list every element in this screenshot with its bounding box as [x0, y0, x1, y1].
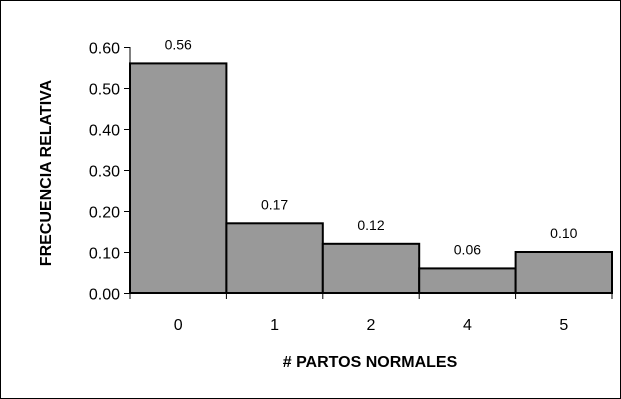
y-axis-title: FRECUENCIA RELATIVA	[38, 79, 55, 266]
y-tick-label: 0.60	[89, 41, 120, 58]
data-label: 0.06	[454, 241, 481, 257]
bars	[129, 62, 613, 295]
bar	[514, 251, 613, 294]
x-tick-label: 0	[174, 317, 183, 334]
data-labels: 0.56 0.17 0.12 0.06 0.10	[165, 36, 578, 257]
data-label: 0.10	[550, 225, 577, 241]
x-axis: 0 1 2 4 5	[129, 293, 613, 334]
x-tick-label: 2	[367, 317, 376, 334]
x-axis-title: # PARTOS NORMALES	[283, 354, 458, 371]
y-tick-label: 0.00	[89, 287, 120, 304]
y-tick-label: 0.40	[89, 123, 120, 140]
bar	[225, 222, 324, 294]
x-tick-label: 5	[559, 317, 568, 334]
y-tick-label: 0.10	[89, 246, 120, 263]
data-label: 0.12	[357, 217, 384, 233]
bar	[418, 267, 517, 294]
y-axis: 0.00 0.10 0.20 0.30 0.40 0.50 0.60	[89, 41, 131, 304]
bar	[129, 62, 228, 295]
y-tick-label: 0.20	[89, 205, 120, 222]
y-tick-label: 0.50	[89, 82, 120, 99]
data-label: 0.17	[261, 196, 288, 212]
data-label: 0.56	[165, 36, 192, 52]
bar	[321, 242, 421, 295]
x-tick-label: 1	[270, 317, 279, 334]
y-tick-label: 0.30	[89, 164, 120, 181]
x-tick-label: 4	[463, 317, 472, 334]
